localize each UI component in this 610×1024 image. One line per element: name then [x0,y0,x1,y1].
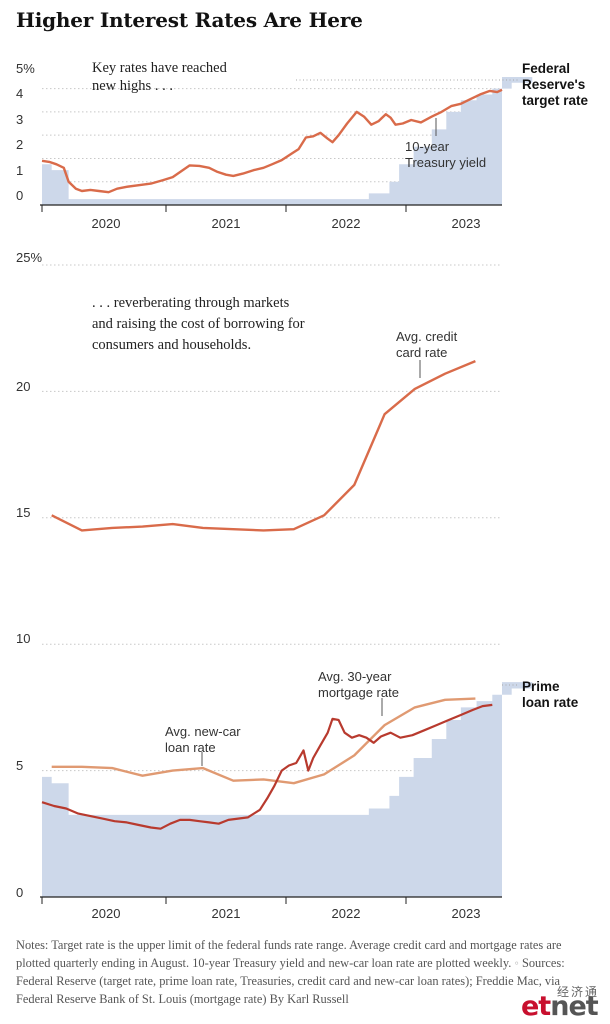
x-tick-label: 2021 [212,216,241,231]
area-federal-reserve-s-target-rate [42,76,545,205]
series-label-avg-new-car-loan-rate: Avg. new-car [165,724,241,739]
etnet-logo: 经济通 etnet [521,983,607,1023]
notes-text: Notes: Target rate is the upper limit of… [16,938,562,970]
series-label-avg-credit-card-rate: card rate [396,345,447,360]
chart-annotation: and raising the cost of borrowing for [92,316,305,332]
line-10-year-treasury-yield [41,88,503,194]
charts-svg: 0 1 2 3 4 5% 2020 2021 2022 2023 Key rates have re… [16,60,589,921]
x-tick-label: 2022 [332,216,361,231]
x-tick-label: 2022 [332,906,361,921]
logo-chinese-text: 经济通 [556,985,599,999]
y-tick-label: 4 [16,86,23,101]
y-tick-label: 0 [16,885,23,900]
series-label-federal-reserve-s-target-rate: target rate [522,93,589,108]
y-tick-label: 2 [16,137,23,152]
line-avg-30-year-mortgage-rate [41,703,493,830]
y-tick-label: 25% [16,250,42,265]
y-tick-label: 5% [16,61,35,76]
x-tick-label: 2020 [92,216,121,231]
y-tick-label: 5 [16,758,23,773]
series-label-avg-new-car-loan-rate: loan rate [165,740,216,755]
x-tick-label: 2023 [452,216,481,231]
y-tick-label: 15 [16,505,30,520]
y-tick-label: 0 [16,188,23,203]
series-label-avg-30-year-mortgage-rate: mortgage rate [318,685,399,700]
y-tick-label: 20 [16,379,30,394]
chart-annotation: Key rates have reached [92,60,228,76]
y-tick-label: 3 [16,112,23,127]
chart-headline: Higher Interest Rates Are Here [16,8,363,32]
x-tick-label: 2020 [92,906,121,921]
line-avg-credit-card-rate [51,359,476,532]
series-label-10-year-treasury-yield: 10-year [405,139,450,154]
area-prime-loan-rate [42,682,545,897]
series-label-avg-30-year-mortgage-rate: Avg. 30-year [318,669,392,684]
chart-notes: Notes: Target rate is the upper limit of… [16,938,565,1006]
series-label-prime-loan-rate: loan rate [522,695,579,710]
series-label-prime-loan-rate: Prime [522,679,560,694]
x-tick-label: 2021 [212,906,241,921]
chart-annotation: consumers and households. [92,337,251,353]
y-tick-label: 1 [16,163,23,178]
x-tick-label: 2023 [452,906,481,921]
series-label-federal-reserve-s-target-rate: Federal [522,61,570,76]
series-label-10-year-treasury-yield: Treasury yield [405,155,486,170]
y-tick-label: 10 [16,631,30,646]
line-avg-new-car-loan-rate [51,697,476,785]
chart-annotation: . . . reverberating through markets [92,295,290,311]
notes-sources: Sources: Federal Reserve (target rate, p… [16,956,565,1006]
series-label-federal-reserve-s-target-rate: Reserve's [522,77,585,92]
series-label-avg-credit-card-rate: Avg. credit [396,329,458,344]
logo-brand-text: etnet [521,991,599,1022]
notes-byline: By Karl Russell [269,992,349,1006]
chart-annotation: new highs . . . [92,78,173,94]
